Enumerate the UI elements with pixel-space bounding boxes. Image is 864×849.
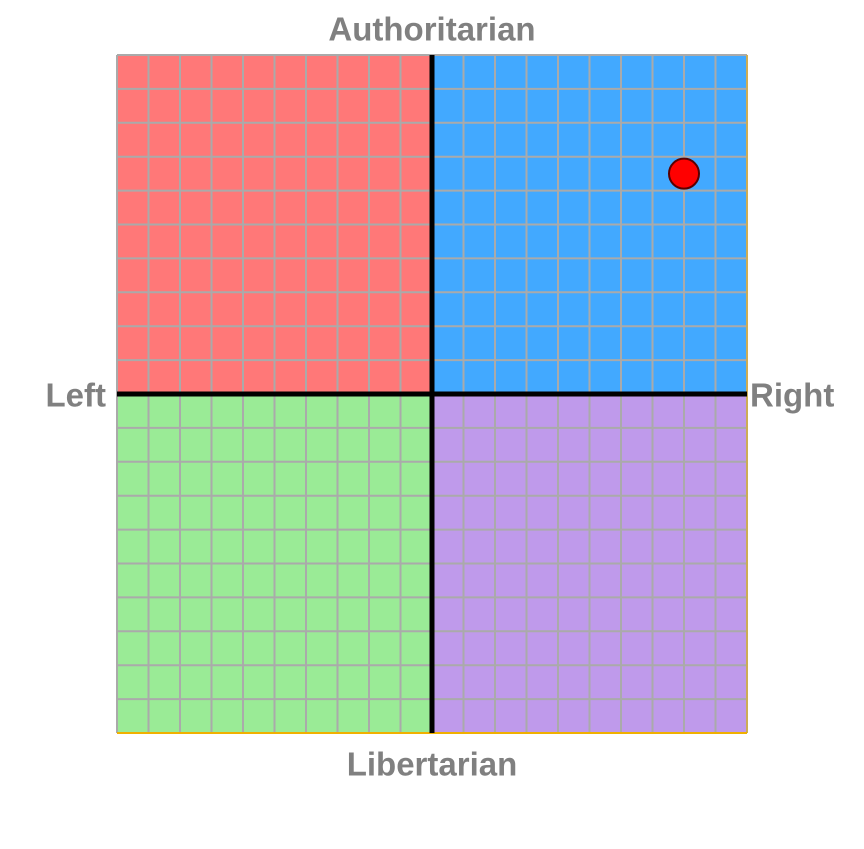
bottom-label: Libertarian [347, 746, 518, 783]
top-label: Authoritarian [328, 11, 535, 48]
left-label: Left [46, 377, 107, 414]
point [668, 157, 700, 190]
right-label: Right [750, 377, 834, 414]
